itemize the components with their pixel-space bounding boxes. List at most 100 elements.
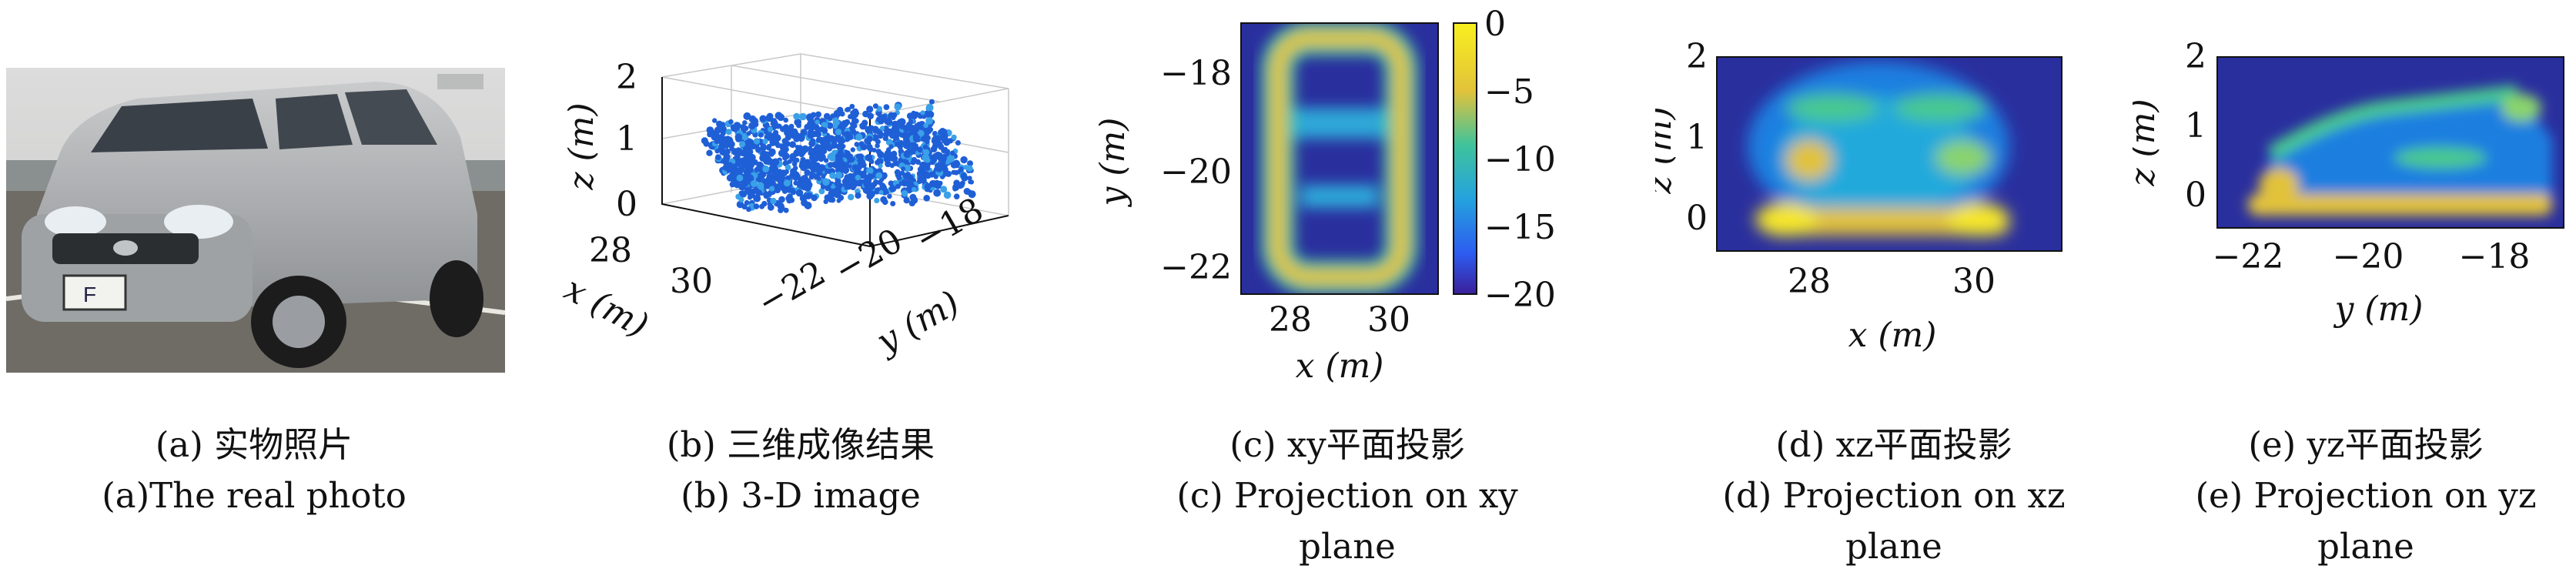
scatter-point — [756, 161, 764, 169]
scatter-point — [834, 143, 839, 149]
caption-c: (c) xy平面投影 (c) Projection on xy plane — [1109, 420, 1586, 572]
scatter-point — [827, 154, 833, 160]
scatter-point — [938, 143, 945, 150]
scatter-point — [835, 129, 842, 136]
scatter-point — [826, 122, 834, 129]
scatter-point — [883, 104, 890, 110]
scatter-point — [850, 110, 855, 115]
x-axis-label: x (m) — [558, 269, 654, 346]
scatter-point — [777, 123, 782, 129]
scatter-point — [883, 189, 888, 194]
scatter-point — [935, 165, 943, 172]
scatter-point — [804, 123, 811, 130]
y-tick: 0 — [1686, 199, 1708, 238]
scatter-point — [767, 203, 774, 211]
colorbar-tick: −15 — [1484, 208, 1556, 247]
x-tick: −18 — [2459, 237, 2531, 276]
scatter-point — [760, 143, 768, 151]
scatter-point — [882, 136, 888, 142]
scatter-point — [940, 186, 948, 193]
scatter-point — [844, 131, 851, 139]
scatter-point — [821, 149, 828, 154]
xy-intensity-map — [1261, 23, 1418, 294]
scatter-point — [949, 150, 955, 156]
scatter-point — [788, 197, 795, 203]
scatter-point — [818, 164, 826, 172]
scatter-point — [769, 186, 775, 192]
scatter-point — [895, 171, 902, 179]
scatter-point — [844, 174, 850, 180]
scatter-point — [793, 180, 798, 186]
caption-b: (b) 三维成像结果 (b) 3-D image — [539, 420, 1062, 521]
caption-en: (c) Projection on xy — [1176, 475, 1518, 516]
scatter-point — [823, 112, 831, 120]
scatter-point — [882, 199, 888, 206]
x-tick: 30 — [1952, 262, 1996, 301]
scatter-point — [750, 179, 758, 187]
scatter-point — [782, 171, 788, 176]
scatter-point — [801, 199, 808, 206]
scatter-point — [924, 182, 932, 191]
scatter-point — [712, 118, 718, 123]
scatter-point — [940, 132, 948, 140]
colorbar-tick: −10 — [1484, 140, 1556, 179]
scatter-point — [818, 126, 825, 132]
caption-zh: (e) yz平面投影 — [2248, 424, 2484, 465]
caption-en: (e) Projection on yz — [2195, 475, 2537, 516]
scatter-point — [878, 189, 884, 195]
scatter-point — [953, 193, 960, 199]
scatter-point — [773, 183, 781, 191]
scatter-point — [715, 154, 721, 161]
scatter-point — [829, 187, 835, 193]
scatter-point — [785, 164, 791, 171]
scatter-point — [825, 169, 830, 174]
yz-intensity-map — [2248, 85, 2552, 216]
scatter-point — [836, 106, 844, 114]
scatter-point-cloud — [701, 99, 976, 213]
x-tick: 28 — [1788, 262, 1831, 301]
scatter-point — [739, 141, 746, 148]
scatter-point — [919, 165, 925, 171]
scatter-point — [730, 174, 736, 179]
scatter-point — [923, 122, 928, 129]
scatter-point — [886, 128, 894, 136]
scatter-point — [706, 149, 713, 156]
scatter-point — [766, 172, 773, 179]
scatter-point — [920, 110, 925, 115]
scatter-point — [809, 164, 817, 171]
scatter-point — [865, 143, 873, 151]
scatter-point — [879, 126, 885, 131]
x-tick: −20 — [2333, 237, 2404, 276]
scatter-point — [843, 181, 850, 188]
scatter-point — [932, 142, 938, 149]
scatter-point — [800, 129, 808, 136]
scatter-point — [867, 112, 874, 120]
y-tick: 0 — [2185, 176, 2206, 215]
scatter-point — [838, 145, 845, 152]
xy-projection-plot: −18 −20 −22 y (m) 28 30 x (m) 0 −5 −10 −… — [1093, 5, 1556, 386]
scatter-point — [908, 124, 915, 131]
scatter-point — [744, 164, 750, 170]
scatter-point — [753, 138, 761, 145]
scatter-point — [851, 164, 859, 172]
scatter-point — [922, 149, 930, 156]
scatter-point — [758, 172, 765, 180]
scatter-point — [947, 154, 955, 162]
scatter-point — [925, 157, 931, 163]
x-tick: 28 — [589, 231, 632, 270]
scatter-point — [818, 188, 825, 195]
scatter-point — [925, 139, 930, 145]
scatter-point — [765, 114, 774, 122]
scatter-point — [782, 149, 788, 155]
scatter-point — [783, 207, 789, 213]
scatter-point — [860, 172, 867, 179]
scatter-point — [766, 143, 772, 149]
caption-zh: (c) xy平面投影 — [1229, 424, 1465, 465]
scatter-point — [918, 130, 925, 137]
car-photo: F — [5, 68, 506, 373]
scatter-point — [917, 176, 924, 182]
scatter-point — [967, 160, 973, 167]
scatter-point — [955, 140, 961, 146]
scatter-point — [836, 198, 841, 203]
panel-b: 2 1 0 z (m) 28 30 x (m) −22 −20 −18 y (m… — [547, 31, 1055, 385]
